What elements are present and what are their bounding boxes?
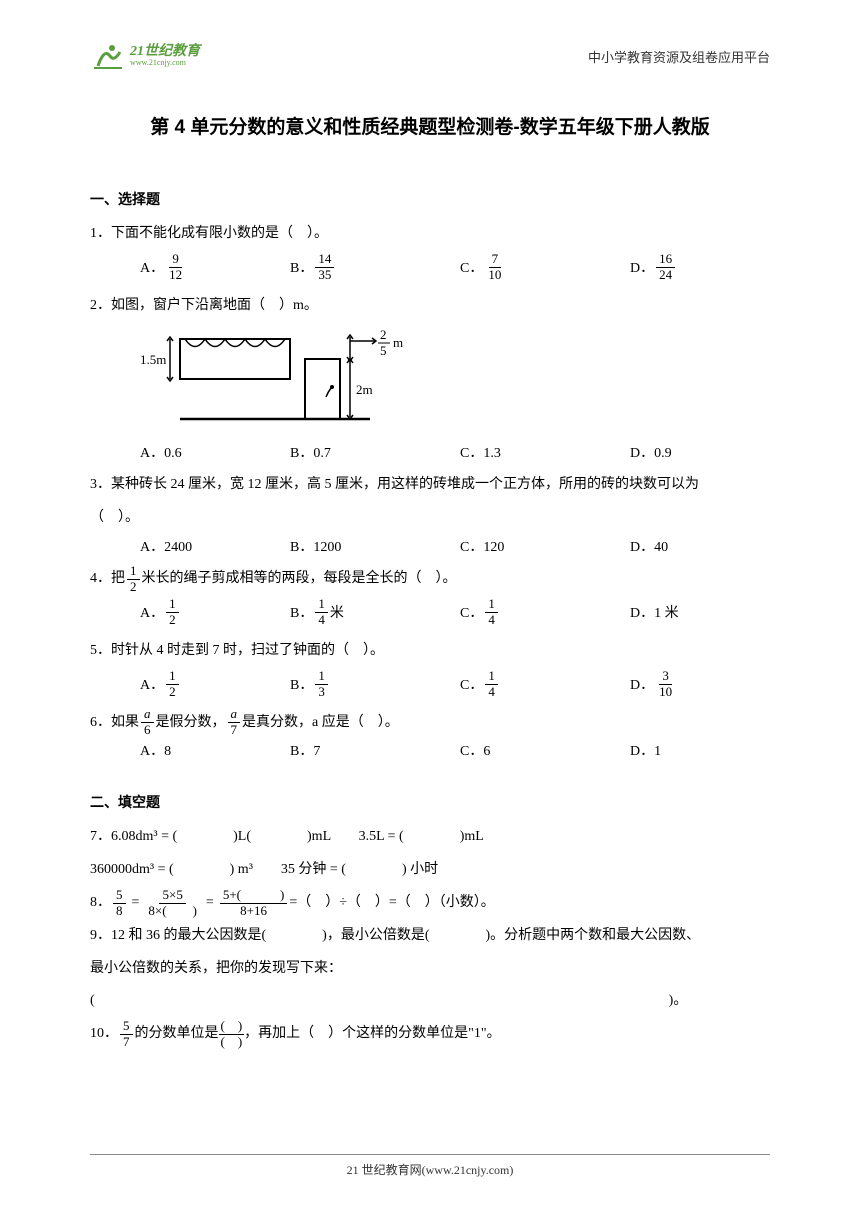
content-area: 第 4 单元分数的意义和性质经典题型检测卷-数学五年级下册人教版 一、选择题 1… [0,82,860,1050]
q5-opt-d: D．310 [630,669,770,700]
q4-opt-b: B．14米 [290,597,460,628]
svg-text:5: 5 [380,343,387,358]
q6-opt-b: B．7 [290,740,460,760]
q3-opt-a: A．2400 [140,536,290,556]
q4-options: A．12 B．14米 C．14 D．1 米 [90,597,770,628]
svg-text:m: m [393,335,403,350]
q10: 10． 57 的分数单位是 ( )( ) ，再加上（ ）个这样的分数单位是"1"… [90,1019,770,1050]
q7-line1: 7．6.08dm³ = ( )L( )mL 3.5L = ( )mL [90,822,770,853]
q1-opt-d: D．1624 [630,252,770,283]
page-header: 21世纪教育 www.21cnjy.com 中小学教育资源及组卷应用平台 [0,0,860,82]
q7-line2: 360000dm³ = ( ) m³ 35 分钟 = ( ) 小时 [90,855,770,886]
q5-options: A．12 B．13 C．14 D．310 [90,669,770,700]
q3-text1: 3．某种砖长 24 厘米，宽 12 厘米，高 5 厘米，用这样的砖堆成一个正方体… [90,470,770,501]
q4-opt-d: D．1 米 [630,602,770,622]
q3-opt-c: C．120 [460,536,630,556]
q6-opt-d: D．1 [630,740,770,760]
diagram-left-label: 1.5m [140,352,166,367]
q5-opt-c: C．14 [460,669,630,700]
q5-opt-b: B．13 [290,669,460,700]
q1-options: A．912 B．1435 C．710 D．1624 [90,252,770,283]
q2-opt-d: D．0.9 [630,442,770,462]
q2-opt-c: C．1.3 [460,442,630,462]
q6-options: A．8 B．7 C．6 D．1 [90,740,770,760]
q2-options: A．0.6 B．0.7 C．1.3 D．0.9 [90,442,770,462]
document-title: 第 4 单元分数的意义和性质经典题型检测卷-数学五年级下册人教版 [90,112,770,139]
q5-text: 5．时针从 4 时走到 7 时，扫过了钟面的（ ）。 [90,636,770,667]
logo-sub-text: www.21cnjy.com [130,59,200,68]
q1-opt-c: C．710 [460,252,630,283]
q9-line1: 9．12 和 36 的最大公因数是( )，最小公倍数是( )。分析题中两个数和最… [90,921,770,952]
q8: 8． 58 = 5×58×( ) = 5+( )8+16 =（ ）÷（ ）=（ … [90,888,770,919]
svg-text:2: 2 [380,329,387,342]
q2-diagram: 1.5m 2m 2 5 m [140,329,770,434]
header-right-text: 中小学教育资源及组卷应用平台 [588,47,770,66]
q1-text: 1．下面不能化成有限小数的是（ ）。 [90,219,770,250]
page-footer: 21 世纪教育网(www.21cnjy.com) [90,1154,770,1178]
diagram-door-label: 2m [356,382,373,397]
q3-opt-b: B．1200 [290,536,460,556]
q4-opt-c: C．14 [460,597,630,628]
q4-opt-a: A．12 [140,597,290,628]
logo-text: 21世纪教育 www.21cnjy.com [130,44,200,68]
q9-line3: ( )。 [90,986,770,1017]
q2-opt-a: A．0.6 [140,442,290,462]
q9-line2: 最小公倍数的关系，把你的发现写下来： [90,954,770,985]
logo-icon [90,38,126,74]
q1-opt-a: A．912 [140,252,290,283]
q6-opt-c: C．6 [460,740,630,760]
section1-header: 一、选择题 [90,189,770,209]
q2-opt-b: B．0.7 [290,442,460,462]
logo: 21世纪教育 www.21cnjy.com [90,38,200,74]
logo-main-text: 21世纪教育 [130,44,200,59]
q3-opt-d: D．40 [630,536,770,556]
q6-text: 6．如果 a6 是假分数， a7 是真分数，a 应是（ ）。 [90,707,770,738]
q4-text: 4．把 12 米长的绳子剪成相等的两段，每段是全长的（ ）。 [90,564,770,595]
q3-text2: （ ）。 [90,503,770,534]
q2-text: 2．如图，窗户下沿离地面（ ）m。 [90,291,770,322]
q5-opt-a: A．12 [140,669,290,700]
q1-opt-b: B．1435 [290,252,460,283]
section2-header: 二、填空题 [90,792,770,812]
q6-opt-a: A．8 [140,740,290,760]
q3-options: A．2400 B．1200 C．120 D．40 [90,536,770,556]
